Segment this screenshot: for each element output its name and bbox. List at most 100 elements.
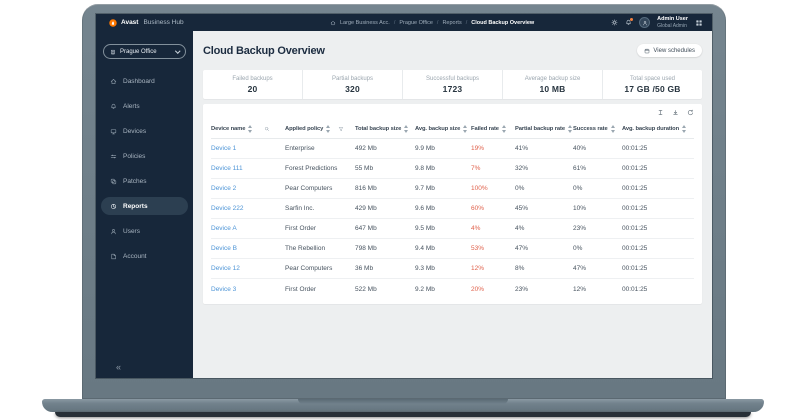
sort-icon[interactable]: [567, 125, 573, 133]
search-icon[interactable]: [264, 126, 270, 132]
table-cell: 53%: [471, 245, 485, 252]
page-title: Cloud Backup Overview: [203, 44, 325, 57]
sidebar-collapse-button[interactable]: «: [116, 362, 122, 372]
sidebar-item-policies[interactable]: Policies: [101, 147, 188, 165]
bell-icon: [625, 19, 632, 26]
sidebar-item-users[interactable]: Users: [101, 222, 188, 240]
table-cell: Forest Predictions: [285, 165, 338, 172]
table-cell: Enterprise: [285, 145, 315, 152]
user-info[interactable]: Admin User Global Admin: [657, 16, 688, 29]
column-header[interactable]: Avg. backup duration: [622, 125, 694, 133]
table-cell: 00:01:25: [622, 285, 648, 293]
device-link[interactable]: Device A: [211, 225, 237, 232]
table-cell: 10%: [573, 205, 587, 212]
table-cell: 7%: [471, 165, 481, 172]
table-cell: 12%: [573, 285, 587, 293]
table-cell: 100%: [471, 185, 488, 192]
refresh-icon[interactable]: [687, 109, 694, 116]
table-cell: 9.3 Mb: [415, 265, 435, 272]
table-cell: 4%: [471, 225, 481, 232]
sidebar-item-devices[interactable]: Devices: [101, 122, 188, 140]
column-header[interactable]: Applied policy: [285, 125, 355, 133]
breadcrumb-item[interactable]: Reports: [442, 19, 462, 26]
table-cell: 00:01:25: [622, 185, 648, 192]
column-header[interactable]: Total backup size: [355, 125, 415, 133]
table-cell: 8%: [515, 265, 525, 272]
stat-value: 1723: [442, 83, 463, 94]
column-header[interactable]: Avg. backup size: [415, 125, 471, 133]
sidebar-item-dashboard[interactable]: Dashboard: [101, 72, 188, 90]
sidebar-item-patches[interactable]: Patches: [101, 172, 188, 190]
column-header[interactable]: Failed rate: [471, 125, 515, 133]
device-link[interactable]: Device 12: [211, 265, 240, 272]
column-height-icon[interactable]: [657, 109, 664, 116]
avast-logo-icon: [109, 18, 117, 27]
breadcrumb-item[interactable]: Prague Office: [399, 19, 433, 26]
stat-label: Total space used: [629, 75, 676, 82]
avatar[interactable]: [639, 17, 651, 28]
stat-item: Successful backups 1723: [402, 70, 502, 99]
laptop-base: [42, 399, 764, 412]
sidebar-item-account[interactable]: Account: [101, 247, 188, 265]
table-cell: 55 Mb: [355, 165, 374, 172]
table-row: Device A First Order 647 Mb 9.5 Mb 4% 4% 23% 00…: [211, 219, 694, 239]
table-cell: 0%: [573, 245, 583, 252]
device-link[interactable]: Device B: [211, 245, 238, 252]
table-cell: 61%: [573, 165, 587, 172]
column-header[interactable]: Partial backup rate: [515, 125, 573, 133]
breadcrumb-item[interactable]: Large Business Acc.: [340, 19, 390, 26]
table-cell: 647 Mb: [355, 225, 377, 232]
topbar: Avast Business Hub Large Business Acc. / P…: [96, 14, 712, 31]
table-cell: 9.8 Mb: [415, 165, 435, 172]
sidebar-item-label: Patches: [123, 177, 147, 185]
table-cell: 12%: [471, 265, 485, 272]
stat-value: 10 MB: [539, 83, 566, 94]
device-link[interactable]: Device 111: [211, 165, 243, 172]
column-header[interactable]: Device name: [211, 125, 285, 133]
download-icon[interactable]: [672, 109, 679, 116]
account-icon: [110, 253, 117, 260]
filter-icon[interactable]: [338, 126, 344, 132]
settings-icon[interactable]: [611, 19, 618, 26]
table-cell: First Order: [285, 225, 317, 232]
sidebar-item-label: Reports: [123, 202, 148, 210]
notifications-icon[interactable]: [625, 18, 634, 26]
view-schedules-button[interactable]: View schedules: [637, 44, 702, 57]
column-header-label: Avg. backup size: [415, 126, 461, 132]
breadcrumb-item: Cloud Backup Overview: [471, 19, 535, 26]
device-link[interactable]: Device 222: [211, 205, 244, 212]
breadcrumb-separator: /: [465, 19, 468, 26]
stat-value: 20: [247, 83, 258, 94]
user-name: Admin User: [657, 16, 688, 23]
device-link[interactable]: Device 2: [211, 185, 237, 192]
device-link[interactable]: Device 3: [211, 285, 237, 293]
sort-icon[interactable]: [501, 125, 507, 133]
site-selector[interactable]: Prague Office: [103, 44, 186, 59]
device-link[interactable]: Device 1: [211, 145, 237, 152]
sort-icon[interactable]: [326, 125, 331, 133]
table-row: Device 12 Pear Computers 36 Mb 9.3 Mb 12% 8% 4…: [211, 259, 694, 279]
view-schedules-label: View schedules: [653, 47, 695, 54]
sort-icon[interactable]: [682, 125, 687, 133]
main-header: Cloud Backup Overview View schedules: [193, 31, 712, 57]
sidebar-item-alerts[interactable]: Alerts: [101, 97, 188, 115]
table-card: Device name Applied policy Total backup si…: [203, 104, 702, 304]
column-header[interactable]: Success rate: [573, 125, 622, 133]
sidebar-item-reports[interactable]: Reports: [101, 197, 188, 215]
sort-icon[interactable]: [404, 125, 409, 133]
stat-item: Average backup size 10 MB: [502, 70, 602, 99]
stat-item: Total space used 17 GB /50 GB: [602, 70, 702, 99]
apps-grid-icon[interactable]: [695, 19, 703, 27]
column-header-label: Applied policy: [285, 126, 324, 132]
main-content: Cloud Backup Overview View schedules Fai…: [193, 31, 712, 378]
building-icon: [110, 49, 116, 55]
site-selector-label: Prague Office: [120, 48, 157, 55]
sort-icon[interactable]: [610, 125, 616, 133]
stat-value: 17 GB /50 GB: [624, 83, 681, 94]
stat-label: Failed backups: [232, 75, 273, 82]
table-cell: 4%: [515, 225, 525, 232]
table-cell: 9.5 Mb: [415, 225, 435, 232]
stat-item: Partial backups 320: [302, 70, 402, 99]
sort-icon[interactable]: [248, 125, 253, 133]
sort-icon[interactable]: [463, 125, 468, 133]
